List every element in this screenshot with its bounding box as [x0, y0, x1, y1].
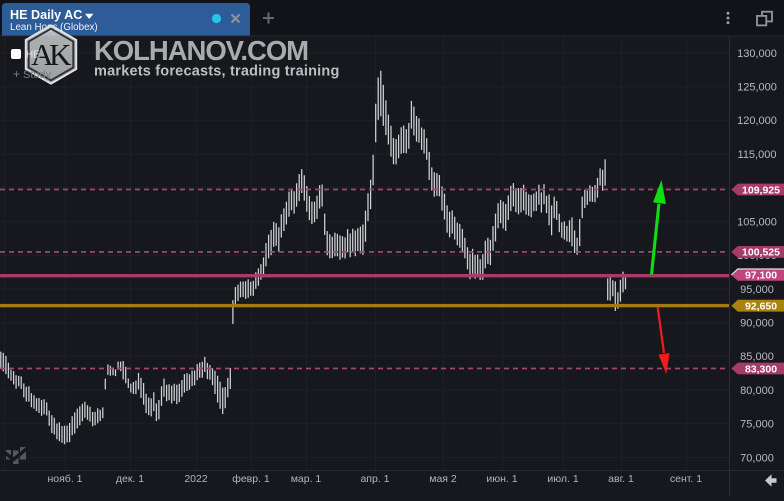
svg-text:125,000: 125,000: [737, 82, 777, 94]
svg-text:80,000: 80,000: [740, 385, 774, 397]
svg-text:90,000: 90,000: [740, 318, 774, 330]
svg-text:120,000: 120,000: [737, 115, 777, 127]
svg-text:100,525: 100,525: [742, 247, 780, 259]
svg-text:109,925: 109,925: [742, 184, 780, 196]
svg-text:130,000: 130,000: [737, 48, 777, 60]
svg-text:KOLHANOV.COM: KOLHANOV.COM: [94, 35, 308, 66]
svg-text:+: +: [13, 67, 20, 81]
svg-text:HE Daily AC: HE Daily AC: [10, 8, 82, 22]
svg-text:97,100: 97,100: [745, 270, 777, 282]
svg-text:85,000: 85,000: [740, 351, 774, 363]
svg-text:75,000: 75,000: [740, 419, 774, 431]
svg-text:2022: 2022: [184, 473, 208, 485]
svg-text:июл. 1: июл. 1: [547, 473, 578, 485]
svg-text:95,000: 95,000: [740, 284, 774, 296]
svg-text:92,650: 92,650: [745, 301, 777, 313]
svg-text:мая 2: мая 2: [429, 473, 457, 485]
svg-text:markets forecasts, trading tra: markets forecasts, trading training: [94, 64, 340, 80]
svg-text:Study: Study: [23, 69, 52, 81]
svg-text:115,000: 115,000: [738, 149, 777, 161]
svg-text:дек. 1: дек. 1: [116, 473, 144, 485]
svg-text:апр. 1: апр. 1: [360, 473, 389, 485]
svg-text:июн. 1: июн. 1: [486, 473, 517, 485]
svg-text:70,000: 70,000: [740, 452, 774, 464]
svg-text:HE: HE: [26, 50, 40, 61]
svg-text:мар. 1: мар. 1: [291, 473, 322, 485]
svg-text:сент. 1: сент. 1: [670, 473, 702, 485]
svg-text:105,000: 105,000: [737, 216, 777, 228]
svg-text:83,300: 83,300: [745, 363, 777, 375]
svg-text:нояб. 1: нояб. 1: [47, 473, 82, 485]
svg-text:авг. 1: авг. 1: [608, 473, 634, 485]
svg-text:февр. 1: февр. 1: [232, 473, 270, 485]
